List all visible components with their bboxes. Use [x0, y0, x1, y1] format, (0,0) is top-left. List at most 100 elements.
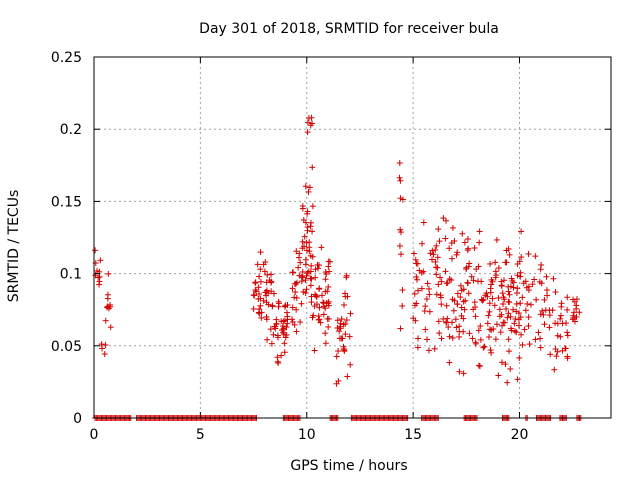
- data-point: [493, 321, 500, 328]
- data-point: [553, 353, 560, 360]
- data-point: [495, 265, 502, 272]
- data-point: [284, 313, 291, 320]
- data-point: [346, 333, 353, 340]
- data-point: [92, 247, 99, 254]
- data-point: [535, 329, 542, 336]
- data-point: [257, 266, 264, 273]
- data-point: [399, 196, 406, 203]
- data-point: [284, 320, 291, 327]
- data-point: [299, 268, 306, 275]
- data-point: [289, 316, 296, 323]
- y-tick-label: 0.2: [60, 122, 82, 138]
- data-point: [433, 271, 440, 278]
- data-point: [562, 345, 569, 352]
- data-point: [516, 258, 523, 265]
- data-point: [293, 328, 300, 335]
- data-point: [557, 333, 564, 340]
- data-point: [333, 380, 340, 387]
- data-point: [435, 318, 442, 325]
- data-point: [269, 302, 276, 309]
- data-point: [512, 316, 519, 323]
- data-point: [320, 299, 327, 306]
- data-point: [503, 305, 510, 312]
- data-point: [507, 365, 514, 372]
- data-point: [543, 273, 550, 280]
- data-point: [471, 245, 478, 252]
- data-point: [322, 276, 329, 283]
- data-point: [484, 293, 491, 300]
- data-point: [341, 347, 348, 354]
- data-point: [421, 308, 428, 315]
- data-point: [470, 306, 477, 313]
- data-point: [499, 290, 506, 297]
- data-point: [281, 303, 288, 310]
- data-point: [344, 373, 351, 380]
- data-point: [322, 340, 329, 347]
- data-point: [472, 313, 479, 320]
- data-point: [476, 363, 483, 370]
- data-point: [456, 368, 463, 375]
- data-point: [334, 324, 341, 331]
- y-tick-label: 0.25: [51, 50, 82, 66]
- data-point: [258, 314, 265, 321]
- data-point: [425, 285, 432, 292]
- data-point: [476, 239, 483, 246]
- data-point: [564, 353, 571, 360]
- data-point: [449, 319, 456, 326]
- data-point: [446, 245, 453, 252]
- data-point: [449, 296, 456, 303]
- data-point: [422, 326, 429, 333]
- data-point: [278, 352, 285, 359]
- data-point: [443, 319, 450, 326]
- data-point: [465, 280, 472, 287]
- data-point: [459, 230, 466, 237]
- data-point: [422, 303, 429, 310]
- data-point: [289, 269, 296, 276]
- data-point: [263, 299, 270, 306]
- data-point: [522, 307, 529, 314]
- data-point: [101, 351, 108, 358]
- data-point: [291, 294, 298, 301]
- data-point: [478, 278, 485, 285]
- data-point: [308, 262, 315, 269]
- data-point: [315, 316, 322, 323]
- data-point: [440, 315, 447, 322]
- data-point: [502, 361, 509, 368]
- data-point: [312, 274, 319, 281]
- data-point: [457, 294, 464, 301]
- data-point: [301, 243, 308, 250]
- data-point: [316, 316, 323, 323]
- data-point: [505, 288, 512, 295]
- x-tick-label: 20: [511, 427, 529, 443]
- data-point: [525, 287, 532, 294]
- data-point: [506, 348, 513, 355]
- data-point: [418, 269, 425, 276]
- data-point: [102, 342, 109, 349]
- data-point: [280, 329, 287, 336]
- x-tick-label: 0: [90, 427, 99, 443]
- data-point: [521, 326, 528, 333]
- plot-border: [93, 56, 612, 419]
- data-point: [423, 296, 430, 303]
- data-point: [306, 184, 313, 191]
- data-point: [270, 290, 277, 297]
- data-point: [322, 330, 329, 337]
- data-point: [505, 298, 512, 305]
- data-point: [457, 282, 464, 289]
- data-point: [537, 311, 544, 318]
- data-point: [496, 306, 503, 313]
- data-point: [430, 251, 437, 258]
- data-point: [250, 305, 257, 312]
- data-point: [308, 219, 315, 226]
- data-point: [485, 312, 492, 319]
- data-point: [559, 347, 566, 354]
- data-point: [486, 308, 493, 315]
- data-point: [302, 261, 309, 268]
- data-point: [333, 353, 340, 360]
- data-point: [256, 310, 263, 317]
- y-tick-label: 0: [73, 411, 82, 427]
- data-point: [414, 260, 421, 267]
- data-point: [564, 306, 571, 313]
- data-point: [438, 301, 445, 308]
- data-point: [517, 300, 524, 307]
